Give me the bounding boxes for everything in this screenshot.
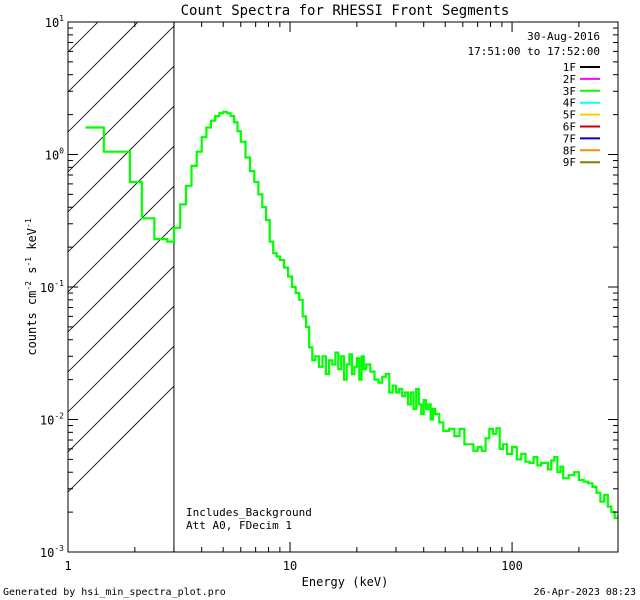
observation-date: 30-Aug-2016 bbox=[527, 30, 600, 43]
hatch-line bbox=[68, 22, 139, 93]
hatch-line bbox=[68, 345, 175, 453]
legend-label: 6F bbox=[563, 121, 576, 134]
legend-label: 7F bbox=[563, 132, 576, 145]
observation-time-range: 17:51:00 to 17:52:00 bbox=[468, 45, 600, 58]
x-axis-label: Energy (keV) bbox=[302, 575, 389, 589]
legend-label: 1F bbox=[563, 61, 576, 74]
plot-frame bbox=[67, 21, 619, 553]
hatch-line bbox=[68, 65, 175, 173]
hatch-line bbox=[68, 25, 175, 133]
x-tick-label: 1 bbox=[64, 559, 71, 573]
legend-label: 3F bbox=[563, 85, 576, 98]
hatch-line bbox=[68, 145, 175, 253]
x-tick-label: 10 bbox=[283, 559, 297, 573]
annotation-attenuator: Att A0, FDecim 1 bbox=[186, 519, 292, 532]
series-line bbox=[85, 110, 618, 520]
y-tick-label: 10-1 bbox=[40, 279, 64, 295]
y-tick-label: 100 bbox=[45, 147, 64, 163]
y-tick-label: 101 bbox=[45, 14, 64, 30]
footer-timestamp: 26-Apr-2023 08:23 bbox=[533, 587, 636, 598]
y-tick-label: 10-3 bbox=[40, 544, 64, 560]
hatch-line bbox=[68, 305, 175, 413]
x-tick-label: 100 bbox=[501, 559, 523, 573]
legend-label: 8F bbox=[563, 144, 576, 157]
legend-label: 9F bbox=[563, 156, 576, 169]
hatch-line bbox=[68, 185, 175, 293]
footer-generator: Generated by hsi_min_spectra_plot.pro bbox=[3, 587, 226, 598]
legend-label: 2F bbox=[563, 73, 576, 86]
shaded-region bbox=[68, 0, 175, 493]
hatch-line bbox=[68, 0, 174, 12]
hatch-line bbox=[68, 265, 175, 373]
hatch-line bbox=[68, 385, 175, 493]
y-axis-label: counts cm-2 s-1 keV-1 bbox=[24, 218, 39, 355]
hatch-line bbox=[68, 225, 175, 333]
legend-label: 5F bbox=[563, 109, 576, 122]
chart-title: Count Spectra for RHESSI Front Segments bbox=[181, 3, 510, 19]
legend-label: 4F bbox=[563, 97, 576, 110]
hatch-line bbox=[68, 105, 175, 213]
hatch-line bbox=[68, 22, 99, 53]
y-tick-label: 10-2 bbox=[40, 412, 64, 428]
annotation-background: Includes_Background bbox=[186, 506, 312, 519]
